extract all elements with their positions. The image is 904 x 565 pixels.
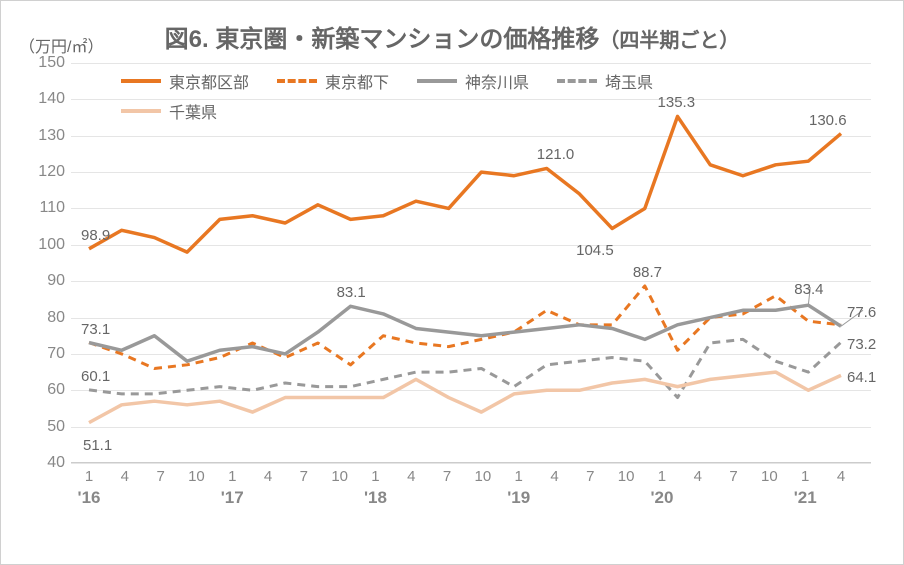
ytick-label: 90 — [47, 272, 65, 290]
gridline — [71, 463, 871, 464]
xtick-label: 4 — [264, 468, 272, 486]
xtick-label: 1 — [515, 468, 523, 486]
xtick-year-label: '19 — [507, 488, 530, 508]
yticks-group: 405060708090100110120130140150 — [71, 63, 871, 463]
xtick-year-label: '21 — [794, 488, 817, 508]
xtick-label: 4 — [694, 468, 702, 486]
ytick-label: 130 — [38, 127, 65, 145]
chart-title: 図6. 東京圏・新築マンションの価格推移（四半期ごと） — [1, 19, 903, 54]
xtick-year-label: '18 — [364, 488, 387, 508]
xtick-label: 4 — [407, 468, 415, 486]
ytick-label: 80 — [47, 309, 65, 327]
xtick-label: 7 — [300, 468, 308, 486]
ytick-label: 50 — [47, 418, 65, 436]
ytick-label: 150 — [38, 54, 65, 72]
ytick-label: 60 — [47, 381, 65, 399]
xtick-label: 1 — [371, 468, 379, 486]
xtick-label: 1 — [658, 468, 666, 486]
chart-container: 図6. 東京圏・新築マンションの価格推移（四半期ごと） （万円/㎡） 東京都区部… — [0, 0, 904, 565]
ytick-label: 70 — [47, 345, 65, 363]
xtick-label: 7 — [586, 468, 594, 486]
xtick-label: 4 — [121, 468, 129, 486]
xtick-label: 7 — [729, 468, 737, 486]
xtick-label: 1 — [801, 468, 809, 486]
ytick-label: 40 — [47, 454, 65, 472]
xtick-label: 10 — [331, 468, 348, 486]
xtick-label: 10 — [618, 468, 635, 486]
xtick-label: 10 — [761, 468, 778, 486]
title-main: 図6. 東京圏・新築マンションの価格推移 — [165, 26, 600, 53]
ytick-label: 120 — [38, 163, 65, 181]
title-sub: （四半期ごと） — [599, 30, 739, 52]
xtick-year-label: '17 — [221, 488, 244, 508]
xtick-year-label: '20 — [650, 488, 673, 508]
xtick-label: 4 — [550, 468, 558, 486]
ytick-label: 100 — [38, 236, 65, 254]
xtick-label: 7 — [156, 468, 164, 486]
ytick-label: 110 — [39, 199, 65, 217]
xtick-year-label: '16 — [78, 488, 101, 508]
ytick-label: 140 — [38, 90, 65, 108]
xtick-label: 7 — [443, 468, 451, 486]
xtick-label: 10 — [475, 468, 492, 486]
xtick-label: 1 — [85, 468, 93, 486]
xtick-label: 4 — [837, 468, 845, 486]
xtick-label: 1 — [228, 468, 236, 486]
xtick-label: 10 — [188, 468, 205, 486]
